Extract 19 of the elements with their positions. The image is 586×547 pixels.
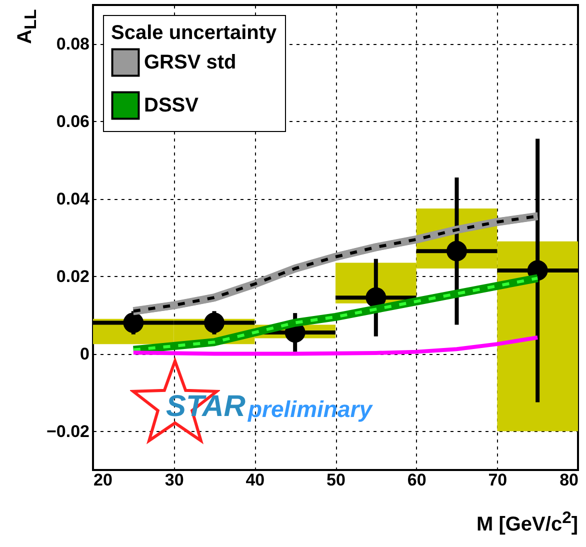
legend-label: DSSV bbox=[144, 94, 200, 116]
x-tick-label: 40 bbox=[246, 470, 265, 490]
y-tick-label: 0.04 bbox=[56, 189, 90, 208]
x-tick-label: 50 bbox=[326, 470, 346, 490]
x-tick-label: 60 bbox=[407, 470, 426, 490]
x-tick-label: 30 bbox=[164, 470, 184, 490]
x-tick-label: 20 bbox=[94, 470, 112, 490]
y-tick-label: 0.06 bbox=[56, 112, 90, 131]
x-tick-label: 70 bbox=[488, 470, 508, 490]
legend-label: GRSV std bbox=[144, 52, 236, 74]
x-axis-title: M [GeV/c$^{2}$] bbox=[476, 508, 578, 537]
line-series bbox=[131, 335, 540, 356]
y-tick-label: 0.02 bbox=[56, 266, 90, 286]
y-tick-label: 0 bbox=[80, 344, 90, 364]
y-tick-label: 0.08 bbox=[56, 34, 90, 54]
x-tick-label: 80 bbox=[560, 470, 578, 490]
annotation: preliminary bbox=[248, 396, 372, 423]
legend-title: Scale uncertainty bbox=[111, 22, 278, 44]
y-tick-label: −0.02 bbox=[46, 422, 90, 441]
